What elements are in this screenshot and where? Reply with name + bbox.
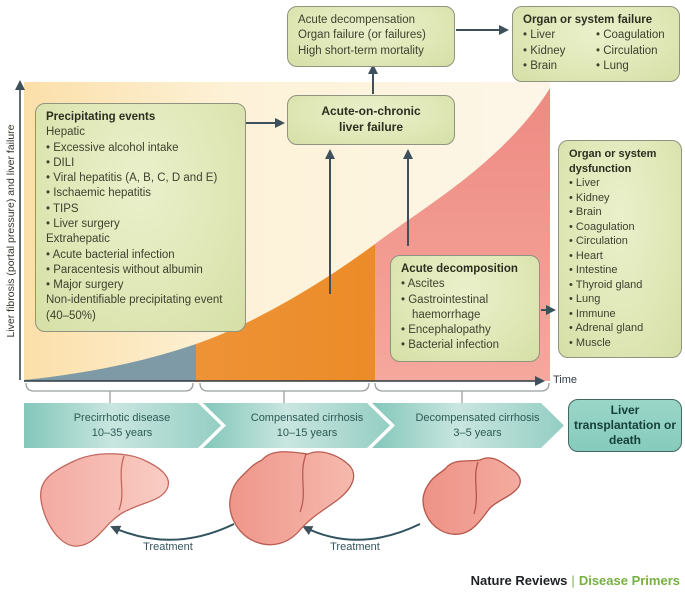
list-item: Ischaemic hepatitis [46, 186, 235, 201]
treatment-arrow-1 [110, 523, 235, 541]
treatment-arrow-2 [302, 523, 421, 541]
hepatic-list: Excessive alcohol intake DILI Viral hepa… [46, 141, 235, 233]
organ-dysfunction-list: Liver Kidney Brain Coagulation Circulati… [569, 176, 671, 350]
footer-brand: Nature Reviews [470, 573, 568, 588]
list-item: Lung [569, 292, 671, 307]
list-item: Muscle [569, 336, 671, 351]
transplant-or-death-box: Liver transplantation or death [568, 399, 682, 452]
organ-failure-col2: Coagulation Circulation Lung [596, 28, 669, 74]
treatment-label-1: Treatment [143, 541, 193, 553]
x-axis-label: Time [553, 374, 578, 386]
list-item: Coagulation [569, 220, 671, 235]
list-item: Viral hepatitis (A, B, C, D and E) [46, 171, 235, 186]
segment-braces [25, 382, 550, 403]
timeline-label-precirrhotic: Precirrhotic disease 10–35 years [32, 411, 212, 441]
timeline-stage-duration: 3–5 years [453, 426, 502, 439]
list-item: Circulation [569, 234, 671, 249]
organ-dysfunction-title: Organ or system dysfunction [569, 148, 657, 175]
list-item: Acute bacterial infection [46, 248, 235, 263]
list-item: Ascites [401, 277, 529, 292]
list-item: Excessive alcohol intake [46, 141, 235, 156]
curve-fill-precirrhotic [24, 344, 196, 381]
list-item: Intestine [569, 263, 671, 278]
timeline-band [24, 403, 564, 448]
list-item: Brain [523, 59, 596, 74]
liver-decompensated [422, 457, 521, 535]
timeline-stage-duration: 10–15 years [276, 426, 338, 439]
timeline-label-compensated: Compensated cirrhosis 10–15 years [217, 411, 397, 441]
outcome-line: Organ failure (or failures) [298, 29, 426, 42]
y-axis-label: Liver fibrosis (portal pressure) and liv… [5, 124, 17, 338]
liver-cirrhotic [229, 451, 355, 546]
acute-decomposition-box: Acute decomposition Ascites Gastrointest… [390, 255, 540, 362]
list-item: Kidney [569, 191, 671, 206]
organ-failure-title: Organ or system failure [523, 14, 653, 26]
group-label-hepatic: Hepatic [46, 126, 85, 139]
flow-arrows [246, 25, 556, 315]
outcome-line: Acute decompensation [298, 14, 415, 26]
footer-series: Disease Primers [578, 573, 680, 588]
transplant-text: Liver transplantation or death [573, 403, 676, 447]
outcome-summary-box: Acute decompensation Organ failure (or f… [287, 6, 455, 67]
precipitating-footnote: Non-identifiable precipitating event (40… [46, 294, 223, 322]
outcome-line: High short-term mortality [298, 44, 424, 57]
list-item: Gastrointestinal haemorrhage [401, 293, 529, 324]
footer-separator: | [571, 573, 575, 588]
list-item: Liver surgery [46, 217, 235, 232]
extrahepatic-list: Acute bacterial infection Paracentesis w… [46, 248, 235, 294]
acute-decomposition-list: Ascites Gastrointestinal haemorrhage Enc… [401, 277, 529, 353]
aoclf-box: Acute-on-chronic liver failure [287, 95, 455, 145]
list-item: Bacterial infection [401, 338, 529, 353]
list-item: Kidney [523, 44, 596, 59]
list-item: Adrenal gland [569, 321, 671, 336]
precipitating-title: Precipitating events [46, 111, 156, 123]
timeline-stage-name: Decompensated cirrhosis [415, 412, 540, 424]
timeline-segment-compensated [203, 403, 390, 448]
liver-healthy [40, 453, 170, 547]
acute-decomposition-title: Acute decomposition [401, 263, 518, 275]
timeline-stage-duration: 10–35 years [91, 426, 153, 439]
aoclf-title: Acute-on-chronic liver failure [321, 103, 421, 134]
treatment-arrows [110, 523, 421, 541]
precipitating-events-box: Precipitating events Hepatic Excessive a… [35, 103, 246, 332]
timeline-label-decompensated: Decompensated cirrhosis 3–5 years [390, 411, 565, 441]
list-item: Major surgery [46, 278, 235, 293]
organ-failure-box: Organ or system failure Liver Kidney Bra… [512, 6, 680, 83]
list-item: Brain [569, 205, 671, 220]
timeline-stage-name: Compensated cirrhosis [250, 412, 364, 424]
organ-dysfunction-box: Organ or system dysfunction Liver Kidney… [558, 140, 682, 359]
group-label-extrahepatic: Extrahepatic [46, 233, 110, 246]
timeline-stage-name: Precirrhotic disease [73, 412, 171, 424]
list-item: Liver [523, 28, 596, 43]
list-item: DILI [46, 156, 235, 171]
list-item: Circulation [596, 44, 669, 59]
list-item: Liver [569, 176, 671, 191]
timeline-segment-decompensated [372, 403, 564, 448]
treatment-label-2: Treatment [330, 541, 380, 553]
list-item: Encephalopathy [401, 323, 529, 338]
list-item: Thyroid gland [569, 278, 671, 293]
timeline-segment-precirrhotic [24, 403, 221, 448]
list-item: Paracentesis without albumin [46, 263, 235, 278]
list-item: Heart [569, 249, 671, 264]
list-item: TIPS [46, 202, 235, 217]
list-item: Immune [569, 307, 671, 322]
journal-footer: Nature Reviews | Disease Primers [471, 573, 680, 588]
list-item: Coagulation [596, 28, 669, 43]
list-item: Lung [596, 59, 669, 74]
organ-failure-col1: Liver Kidney Brain [523, 28, 596, 74]
